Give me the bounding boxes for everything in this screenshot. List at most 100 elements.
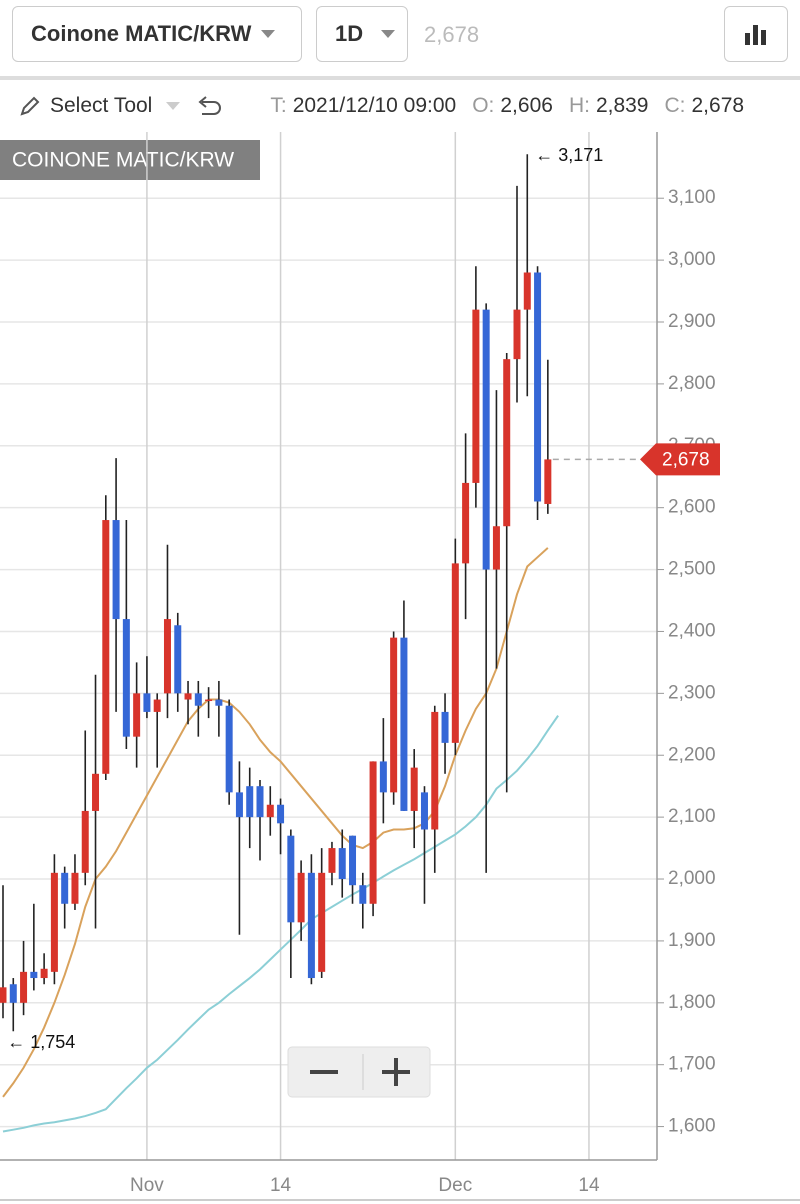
candle-body	[369, 761, 377, 904]
candle-body	[390, 637, 398, 793]
ohlc-info: T: 2021/12/10 09:00 O: 2,606 H: 2,839 C: 2,678	[254, 94, 744, 118]
chart: COINONE MATIC/KRW 1,600 1,700 1,800 1,900 2,…	[0, 132, 800, 1201]
candle-body	[112, 520, 120, 620]
zoom-control	[287, 1046, 431, 1098]
candle-body	[215, 699, 223, 706]
candle-body	[266, 804, 274, 818]
symbol: Coinone MATIC/KRW	[31, 21, 252, 46]
candle-body	[122, 619, 130, 737]
caret	[166, 102, 181, 110]
x-tick-label: 14	[270, 1175, 292, 1196]
info-value: 2,839	[595, 94, 649, 117]
candle-body	[9, 984, 17, 1003]
price: 2,678	[424, 22, 480, 47]
chart-title: COINONE MATIC/KRW	[12, 149, 234, 172]
candle-body	[287, 835, 295, 923]
candle-body	[235, 792, 243, 818]
x-tick-label: Dec	[438, 1175, 472, 1196]
candles	[0, 154, 552, 1032]
symbol-selector[interactable]: Coinone MATIC/KRW	[12, 6, 302, 62]
candle-body	[225, 705, 233, 793]
candle-body	[40, 968, 48, 979]
ma-line	[2, 547, 549, 1098]
interval: 1D	[335, 21, 364, 46]
info-key: C:	[664, 94, 686, 117]
y-tick-label: 2,400	[668, 620, 716, 641]
candle-body	[102, 520, 110, 774]
candle-body	[492, 526, 500, 570]
y-tick-label: 2,600	[668, 497, 716, 518]
candle-body	[379, 761, 387, 793]
min-label: ← 1,754	[7, 1032, 75, 1052]
y-tick-label: 2,800	[668, 373, 716, 394]
info-value: 2021/12/10 09:00	[292, 94, 457, 117]
candle-body	[30, 971, 38, 979]
candle-body	[184, 693, 192, 700]
info-value: 2,606	[500, 94, 553, 117]
grid	[0, 132, 664, 1160]
candle-body	[205, 699, 213, 702]
candle-body	[246, 786, 254, 818]
candle-body	[523, 272, 531, 310]
y-tick-label: 3,100	[668, 187, 716, 208]
zoom-in[interactable]	[382, 1058, 410, 1086]
tool[interactable]: Select Tool	[50, 94, 153, 117]
candle-body	[431, 711, 439, 830]
info-key: O:	[472, 94, 495, 117]
caret	[381, 30, 396, 38]
bars-icon	[745, 25, 766, 45]
candle-body	[297, 872, 305, 923]
max-label: ← 3,171	[535, 145, 603, 165]
y-tick-label: 2,300	[668, 682, 716, 703]
candle-body	[400, 637, 408, 811]
y-tick-label: 2,900	[668, 311, 716, 332]
title-box	[0, 140, 260, 180]
candle-body	[92, 773, 100, 811]
candle-body	[472, 309, 480, 483]
ma-line	[2, 715, 559, 1133]
candle-body	[61, 872, 69, 904]
candle-body	[318, 872, 326, 972]
candle-body	[338, 848, 346, 880]
top-toolbar: Coinone MATIC/KRW 1D 2,678	[0, 0, 800, 80]
candle-body	[410, 767, 418, 811]
x-tick-label: 14	[578, 1175, 600, 1196]
undo-icon[interactable]	[194, 94, 224, 118]
candle-body	[277, 804, 285, 824]
pencil-icon	[20, 96, 40, 116]
y-tick-label: 1,600	[668, 1116, 716, 1137]
candle-body	[534, 272, 542, 502]
caret	[261, 30, 276, 38]
y-tick-label: 2,500	[668, 559, 716, 580]
candle-body	[544, 459, 552, 504]
last-price-label: 2,678	[662, 449, 710, 470]
last-price-tag	[640, 443, 720, 476]
candle-body	[153, 699, 161, 712]
candle-body	[513, 309, 521, 360]
candle-body	[451, 563, 459, 743]
y-tick-label: 1,700	[668, 1054, 716, 1075]
candle-body	[462, 482, 470, 564]
candle-body	[133, 693, 141, 737]
candle-body	[482, 309, 490, 570]
y-tick-label: 2,200	[668, 744, 716, 765]
info-toolbar: Select Tool T: 2021/12/10 09:00 O: 2,606 H: 2…	[0, 80, 800, 132]
candle-body	[441, 711, 449, 743]
y-tick-label: 2,100	[668, 806, 716, 827]
candle-body	[0, 987, 7, 1003]
candle-body	[328, 848, 336, 873]
info-value: 2,678	[691, 94, 745, 117]
candle-body	[71, 872, 79, 904]
info-key: H:	[568, 94, 590, 117]
y-tick-label: 3,000	[668, 249, 716, 270]
candle-body	[174, 625, 182, 694]
candle-body	[359, 885, 367, 904]
chart-type-button[interactable]	[724, 6, 788, 62]
interval-selector[interactable]: 1D	[316, 6, 408, 62]
y-tick-label: 2,000	[668, 868, 716, 889]
candle-body	[194, 693, 202, 706]
candle-body	[420, 792, 428, 830]
candle-body	[307, 872, 315, 979]
candle-body	[256, 786, 264, 818]
